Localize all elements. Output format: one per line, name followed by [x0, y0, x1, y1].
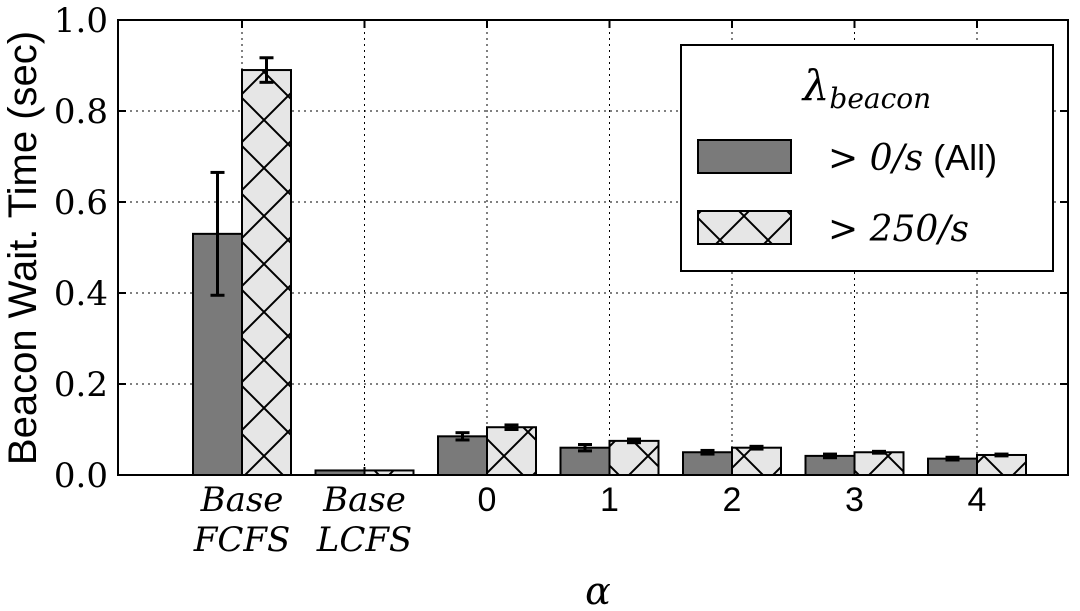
error-bar [455, 431, 470, 442]
error-bar [578, 443, 592, 453]
y-tick-label: 0.4 [54, 274, 108, 314]
error-bar [627, 437, 641, 445]
y-tick-label: 0.6 [54, 183, 108, 223]
error-bar [872, 449, 886, 455]
x-tick-label: 3 [845, 481, 864, 519]
legend-swatch [697, 210, 792, 245]
y-axis-label: Beacon Wait. Time (sec) [1, 31, 45, 465]
bar-all-4 [682, 451, 733, 476]
x-tick-label: 1 [600, 481, 619, 519]
bar-over-250-5 [853, 451, 905, 476]
error-bar [823, 452, 837, 460]
error-bar [504, 423, 519, 431]
bar-over-250-0 [241, 69, 292, 477]
x-tick-label: LCFS [316, 520, 412, 560]
error-bar [749, 444, 764, 451]
x-tick-label: 0 [478, 481, 497, 519]
bar-over-250-6 [976, 453, 1027, 477]
legend: λbeacon > 0/s (All) > 250/s [680, 44, 1054, 272]
grid [118, 20, 1068, 475]
x-tick-label: 4 [968, 481, 987, 519]
x-tick-label: 2 [723, 481, 742, 519]
y-tick-label: 0.0 [54, 456, 108, 496]
bar-over-250-3 [608, 439, 660, 476]
x-axis-label: α [585, 569, 611, 611]
bar-all-2 [437, 435, 488, 477]
bars [192, 56, 1027, 477]
error-bar [994, 452, 1009, 458]
error-bar [945, 455, 960, 462]
plot-frame [117, 19, 1069, 476]
y-tick-label: 1.0 [54, 1, 108, 41]
error-bar [210, 170, 225, 297]
x-tick-label: FCFS [193, 520, 291, 560]
error-bar [259, 56, 274, 84]
legend-title: λbeacon [801, 61, 931, 115]
legend-swatch [697, 139, 792, 174]
error-bar [700, 448, 715, 456]
y-tick-label: 0.8 [54, 92, 108, 132]
y-tick-label: 0.2 [54, 365, 108, 405]
bar-over-250-4 [731, 446, 782, 477]
x-tick-label: Base [322, 480, 406, 520]
legend-label: > 250/s [828, 209, 969, 250]
x-tick-label: Base [200, 480, 284, 520]
legend-label: > 0/s (All) [828, 137, 997, 179]
bar-over-250-2 [486, 426, 537, 477]
